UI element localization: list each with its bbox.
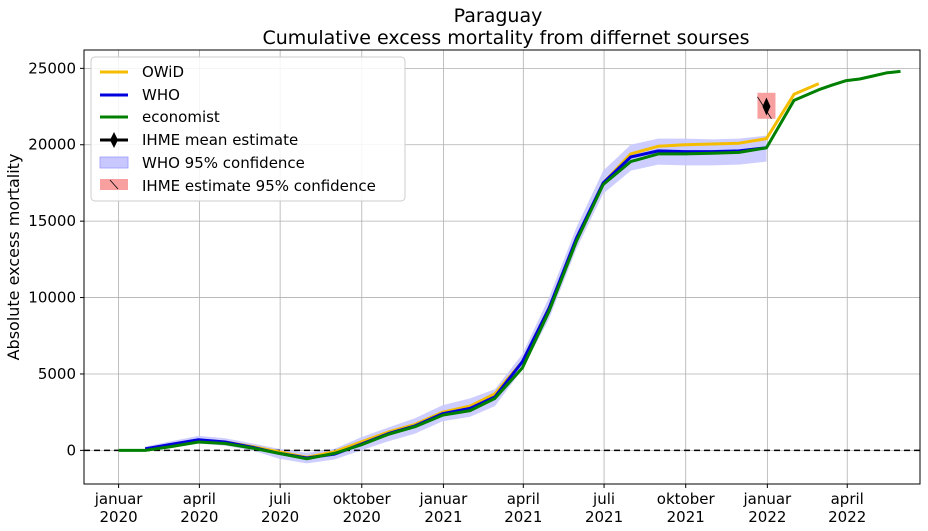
y-tick-label: 10000 [28, 289, 76, 307]
legend-label-who: WHO [142, 86, 180, 104]
x-tick-label-month: oktober [333, 490, 392, 508]
legend-label-economist: economist [142, 108, 220, 126]
y-tick-label: 15000 [28, 212, 76, 230]
x-tick-label-month: juli [592, 490, 615, 508]
y-axis-ticks: 0 5000 10000 15000 20000 25000 [28, 59, 84, 459]
legend-label-who-ci: WHO 95% confidence [142, 154, 305, 172]
x-tick-label-month: januar [742, 490, 792, 508]
legend-entry-who-ci: WHO 95% confidence [99, 154, 305, 172]
legend-label-owid: OWiD [142, 63, 184, 81]
x-tick-label-year: 2020 [343, 508, 381, 526]
x-tick-label-month: oktober [657, 490, 716, 508]
legend-entry-owid: OWiD [100, 63, 184, 81]
x-tick-label-month: januar [419, 490, 469, 508]
legend-label-ihme-mean: IHME mean estimate [142, 131, 298, 149]
x-tick-label-month: juli [268, 490, 291, 508]
legend-label-ihme-ci: IHME estimate 95% confidence [142, 177, 376, 195]
x-tick-label-year: 2021 [424, 508, 462, 526]
legend: OWiD WHO economist IHME mean estimate WH… [90, 56, 406, 202]
y-tick-label: 5000 [38, 365, 76, 383]
plot-frame [83, 49, 921, 485]
x-tick-label-month: april [831, 490, 864, 508]
chart-subtitle: Cumulative excess mortality from differn… [263, 27, 750, 49]
ihme-estimate [757, 92, 776, 119]
x-tick-label-month: april [507, 490, 540, 508]
y-axis-label: Absolute excess mortality [4, 154, 23, 361]
legend-box [90, 56, 406, 202]
ihme-mean-marker [762, 97, 771, 116]
chart-title: Paraguay [454, 5, 543, 27]
legend-entry-who: WHO [100, 86, 180, 104]
legend-swatch-ihme-ci-hatch [109, 179, 119, 190]
legend-swatch-ihme-mean-marker [110, 132, 118, 148]
x-tick-label-month: januar [94, 490, 144, 508]
legend-entry-economist: economist [100, 108, 220, 126]
y-tick-label: 0 [66, 441, 76, 459]
x-tick-label-year: 2021 [667, 508, 705, 526]
x-tick-label-year: 2020 [261, 508, 299, 526]
series-line-economist [118, 69, 901, 461]
legend-entry-ihme-mean: IHME mean estimate [100, 131, 298, 149]
series-lines [118, 69, 901, 461]
y-tick-label: 25000 [28, 59, 76, 77]
y-tick-label: 20000 [28, 136, 76, 154]
grid [84, 50, 920, 484]
legend-entry-ihme-ci: IHME estimate 95% confidence [100, 177, 376, 195]
legend-swatch-who-ci [99, 156, 129, 169]
x-tick-label-month: april [183, 490, 216, 508]
x-tick-label-year: 2022 [828, 508, 866, 526]
x-tick-label-year: 2021 [504, 508, 542, 526]
x-tick-label-year: 2021 [585, 508, 623, 526]
x-tick-label-year: 2022 [748, 508, 786, 526]
x-tick-label-year: 2020 [100, 508, 138, 526]
x-axis-ticks: januar2020april2020juli2020oktober2020ja… [94, 484, 866, 526]
x-tick-label-year: 2020 [180, 508, 218, 526]
